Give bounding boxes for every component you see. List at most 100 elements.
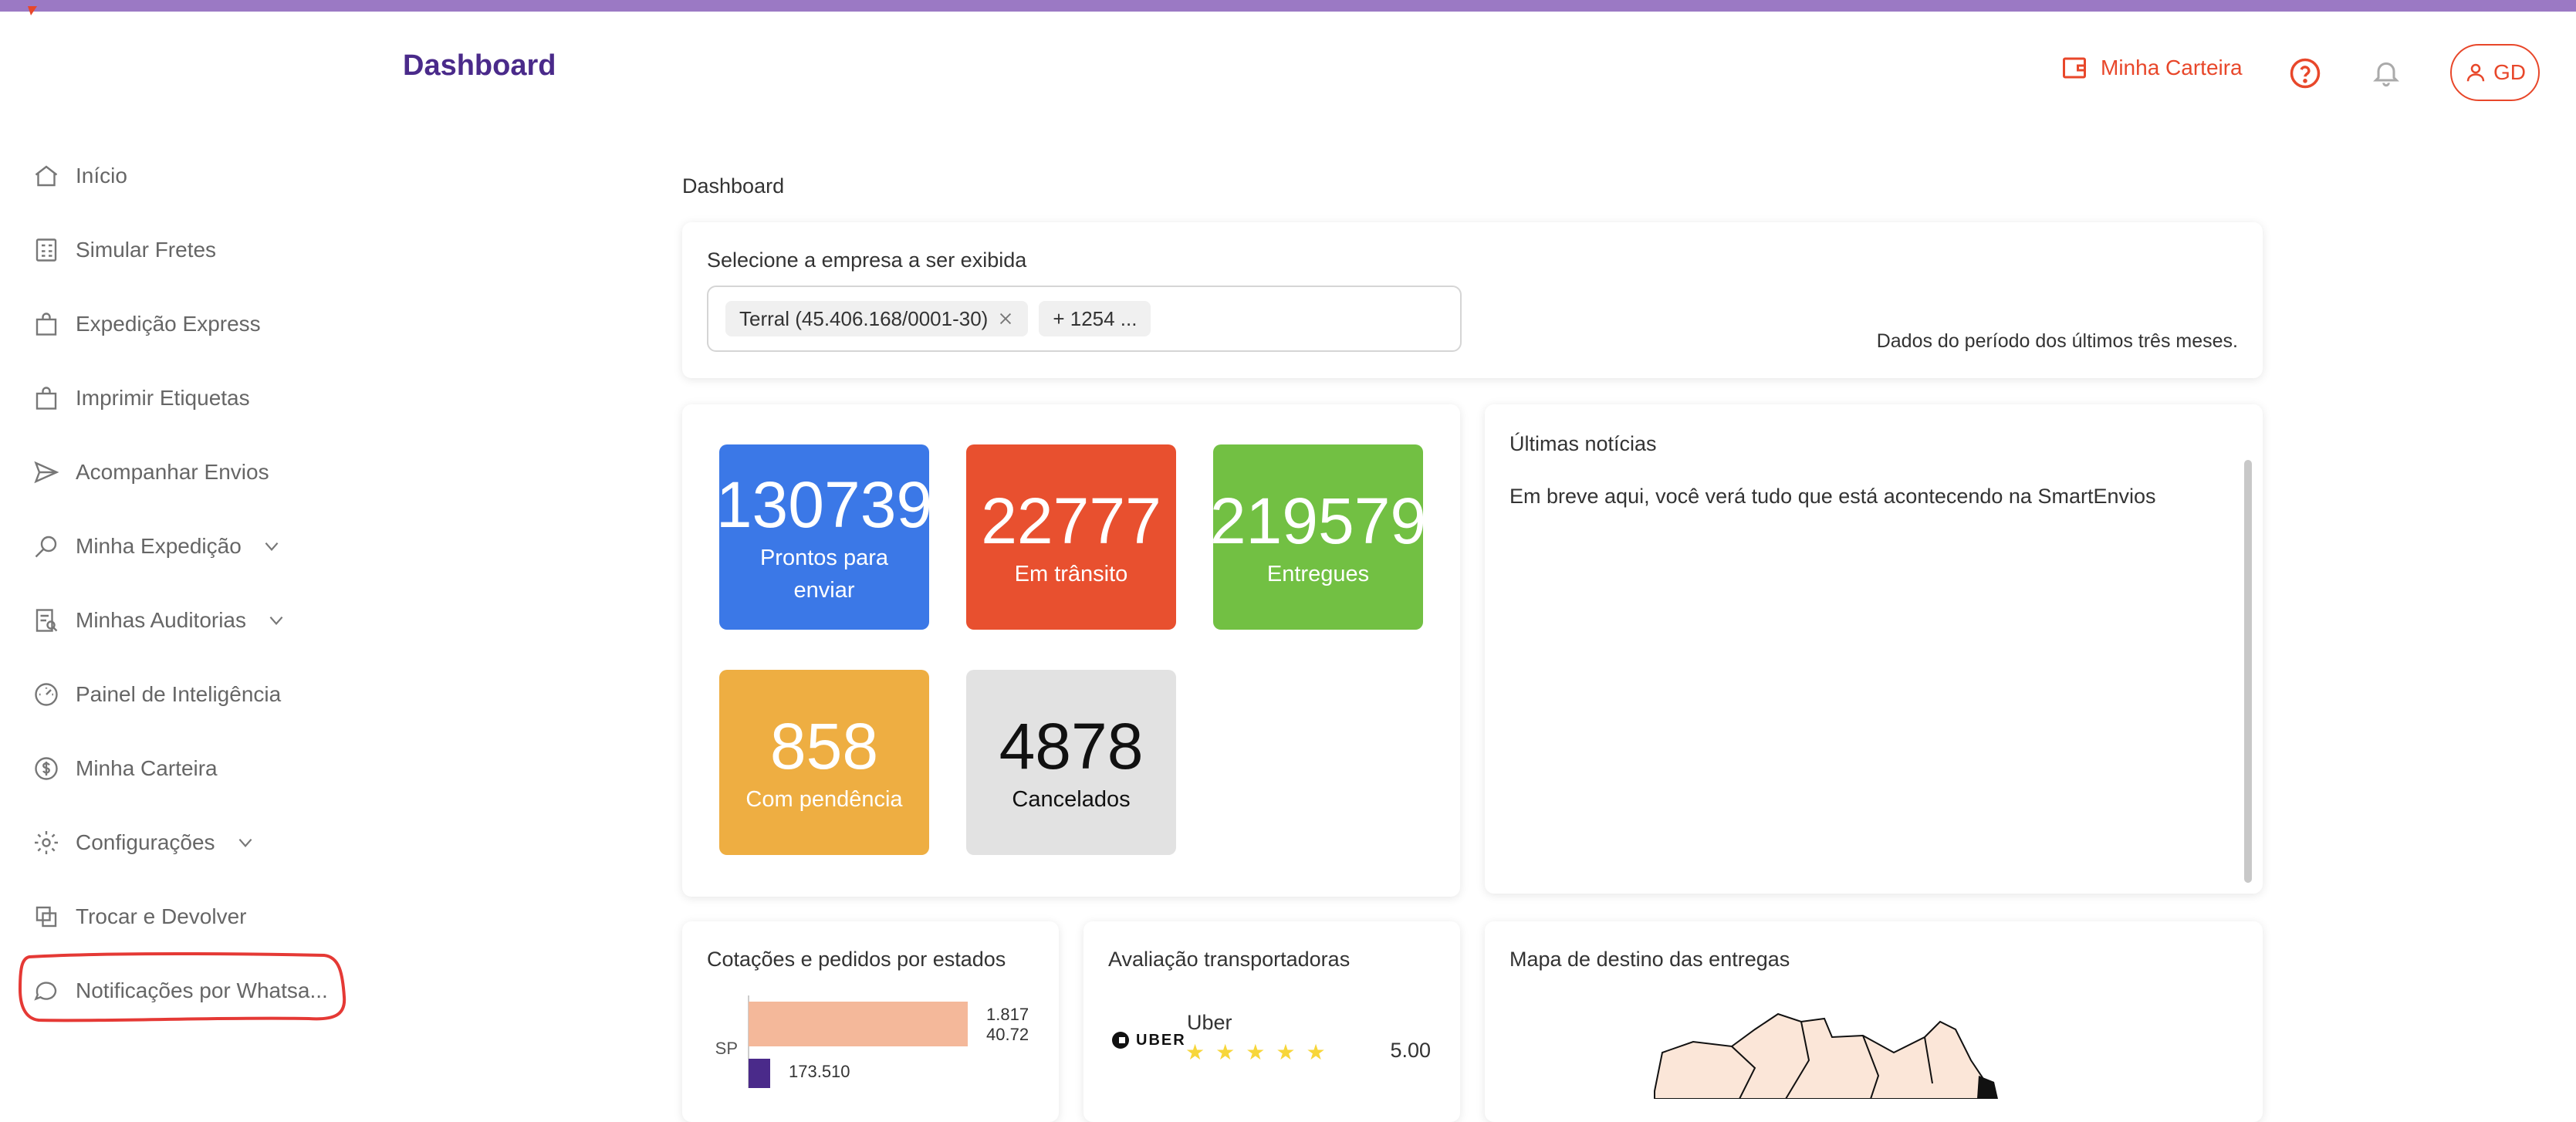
stat-value: 130739 bbox=[715, 468, 933, 541]
brazil-map[interactable] bbox=[1647, 999, 2002, 1099]
stat-label: Em trânsito bbox=[1014, 562, 1128, 586]
sidebar-item-label: Simular Fretes bbox=[76, 238, 217, 262]
sidebar-item-label: Painel de Inteligência bbox=[76, 682, 282, 706]
stat-delivered[interactable]: 219579 Entregues bbox=[1209, 444, 1427, 630]
user-menu-button[interactable]: GD bbox=[2450, 44, 2540, 101]
send-icon bbox=[31, 457, 62, 488]
sidebar-item-configuracoes[interactable]: Configurações bbox=[31, 820, 255, 866]
news-scrollbar[interactable] bbox=[2244, 460, 2252, 883]
bar-cotacoes bbox=[749, 1002, 968, 1046]
uber-logo: UBER bbox=[1111, 1031, 1186, 1049]
sidebar-item-label: Imprimir Etiquetas bbox=[76, 386, 250, 410]
stat-value: 4878 bbox=[999, 710, 1144, 782]
user-initials: GD bbox=[2493, 60, 2526, 84]
company-select-label: Selecione a empresa a ser exibida bbox=[707, 248, 1027, 272]
news-text: Em breve aqui, você verá tudo que está a… bbox=[1509, 485, 2156, 508]
sidebar-item-label: Trocar e Devolver bbox=[76, 904, 247, 928]
stat-label: Prontos para enviar bbox=[759, 546, 889, 603]
chip-label: Terral (45.406.168/0001-30) bbox=[739, 306, 989, 330]
selected-company-chip[interactable]: Terral (45.406.168/0001-30) bbox=[725, 301, 1029, 336]
sidebar-item-acompanhar-envios[interactable]: Acompanhar Envios bbox=[31, 449, 269, 495]
sidebar-item-label: Minha Expedição bbox=[76, 534, 242, 558]
gauge-icon bbox=[31, 679, 62, 710]
stat-value: 219579 bbox=[1209, 485, 1427, 557]
star-icon: ★ bbox=[1215, 1040, 1236, 1064]
company-select-input[interactable]: Terral (45.406.168/0001-30) + 1254 ... bbox=[707, 286, 1462, 352]
close-icon[interactable] bbox=[997, 310, 1014, 327]
sidebar-item-painel-inteligencia[interactable]: Painel de Inteligência bbox=[31, 671, 281, 718]
uber-logo-text: UBER bbox=[1136, 1031, 1186, 1049]
breadcrumb: Dashboard bbox=[682, 174, 785, 198]
data-label: 173.510 bbox=[789, 1062, 850, 1081]
sidebar-item-label: Início bbox=[76, 164, 127, 188]
news-card: Últimas notícias Em breve aqui, você ver… bbox=[1485, 404, 2263, 894]
carrier-name: Uber bbox=[1187, 1011, 1232, 1034]
chevron-down-icon bbox=[238, 838, 252, 847]
sidebar-item-inicio[interactable]: Início bbox=[31, 153, 127, 199]
sidebar-item-label: Expedição Express bbox=[76, 312, 261, 336]
rating-title: Avaliação transportadoras bbox=[1108, 948, 1351, 971]
star-icon: ★ bbox=[1246, 1040, 1266, 1064]
home-icon bbox=[31, 161, 62, 191]
company-select-card: Selecione a empresa a ser exibida Terral… bbox=[682, 222, 2263, 378]
sidebar-item-label: Minhas Auditorias bbox=[76, 608, 247, 632]
stat-in-transit[interactable]: 22777 Em trânsito bbox=[966, 444, 1176, 630]
star-icon: ★ bbox=[1276, 1040, 1296, 1064]
corner-mark-icon bbox=[28, 6, 37, 15]
more-companies-chip[interactable]: + 1254 ... bbox=[1039, 301, 1151, 336]
calculator-icon bbox=[31, 235, 62, 265]
notifications-button[interactable] bbox=[2371, 57, 2402, 88]
delivery-map-card: Mapa de destino das entregas bbox=[1485, 921, 2263, 1122]
map-title: Mapa de destino das entregas bbox=[1509, 948, 1790, 971]
news-title: Últimas notícias bbox=[1509, 432, 1657, 455]
stat-label: Com pendência bbox=[745, 787, 903, 812]
user-icon bbox=[2466, 63, 2485, 82]
sidebar-item-label: Notificações por Whatsa... bbox=[76, 978, 328, 1002]
shopping-bag-icon bbox=[31, 309, 62, 340]
gear-icon bbox=[31, 827, 62, 858]
wallet-label: Minha Carteira bbox=[2101, 56, 2243, 79]
rating-score: 5.00 bbox=[1390, 1039, 1431, 1062]
shopping-bag-icon bbox=[31, 383, 62, 414]
sidebar-item-label: Minha Carteira bbox=[76, 756, 218, 780]
sidebar-item-minhas-auditorias[interactable]: Minhas Auditorias bbox=[31, 597, 286, 644]
sidebar-item-expedicao-express[interactable]: Expedição Express bbox=[31, 301, 261, 347]
chevron-down-icon bbox=[265, 542, 279, 551]
uber-logo-icon bbox=[1112, 1032, 1129, 1049]
bell-icon bbox=[2373, 62, 2399, 87]
stat-cancelled[interactable]: 4878 Cancelados bbox=[966, 670, 1176, 855]
help-button[interactable] bbox=[2289, 57, 2321, 90]
data-label: 1.817 bbox=[986, 1005, 1029, 1024]
sidebar-item-imprimir-etiquetas[interactable]: Imprimir Etiquetas bbox=[31, 375, 250, 421]
swap-icon bbox=[31, 901, 62, 932]
stat-value: 22777 bbox=[981, 485, 1161, 557]
category-label: SP bbox=[715, 1039, 738, 1058]
bar-pedidos bbox=[749, 1059, 770, 1088]
annotation-highlight bbox=[18, 952, 347, 1022]
carrier-rating-card: Avaliação transportadoras UBER Uber ★ ★ ★ ★… bbox=[1083, 921, 1460, 1122]
sidebar-item-notificacoes-whatsapp[interactable]: Notificações por Whatsa... bbox=[31, 968, 328, 1014]
stat-pending[interactable]: 858 Com pendência bbox=[719, 670, 929, 855]
sidebar-item-label: Configurações bbox=[76, 830, 215, 854]
rating-stars: ★ ★ ★ ★ ★ bbox=[1185, 1042, 1326, 1063]
wallet-button[interactable]: Minha Carteira bbox=[2060, 54, 2243, 82]
chat-icon bbox=[31, 975, 62, 1006]
sidebar-item-minha-expedicao[interactable]: Minha Expedição bbox=[31, 523, 282, 569]
help-icon bbox=[2290, 58, 2321, 89]
quotes-chart-title: Cotações e pedidos por estados bbox=[707, 948, 1006, 971]
sidebar-item-trocar-devolver[interactable]: Trocar e Devolver bbox=[31, 894, 246, 940]
wallet-icon bbox=[2063, 57, 2086, 79]
stats-card: 130739 Prontos para enviar 22777 Em trân… bbox=[682, 404, 1460, 897]
sidebar-item-simular-fretes[interactable]: Simular Fretes bbox=[31, 227, 216, 273]
top-accent-bar bbox=[0, 0, 2576, 12]
chevron-down-icon bbox=[269, 616, 283, 625]
star-icon: ★ bbox=[1306, 1040, 1326, 1064]
period-note: Dados do período dos últimos três meses. bbox=[1876, 330, 2238, 352]
audit-icon bbox=[31, 605, 62, 636]
dollar-icon bbox=[31, 753, 62, 784]
stat-ready-to-send[interactable]: 130739 Prontos para enviar bbox=[715, 444, 933, 630]
stat-label: Cancelados bbox=[1012, 787, 1131, 812]
sidebar-item-minha-carteira[interactable]: Minha Carteira bbox=[31, 745, 218, 792]
data-label: 40.72 bbox=[986, 1025, 1029, 1044]
